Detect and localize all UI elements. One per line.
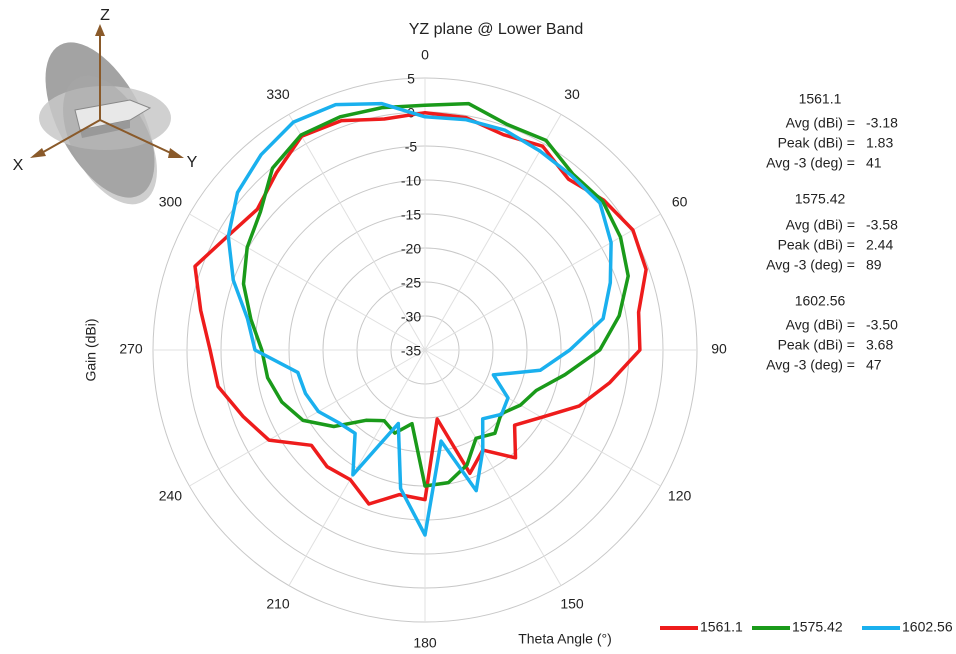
y-axis-title: Gain (dBi) (83, 318, 99, 381)
r-tick-label: -5 (405, 139, 418, 155)
stats-value: 89 (866, 257, 882, 273)
stats-label: Avg -3 (deg) = (766, 155, 855, 171)
stats-label: Peak (dBi) = (778, 337, 855, 353)
angle-label: 0 (421, 47, 429, 63)
angle-label: 150 (560, 595, 584, 611)
r-tick-label: -10 (401, 173, 421, 189)
angle-label: 180 (413, 635, 437, 651)
stats-value: 47 (866, 357, 882, 373)
orientation-icon (30, 24, 184, 205)
grid-spoke (424, 349, 562, 586)
axis-label-z: Z (100, 7, 110, 24)
grid-spoke (189, 213, 426, 351)
grid-spoke (189, 349, 426, 487)
axis-label-x: X (13, 157, 24, 174)
stats-value: 41 (866, 155, 882, 171)
stats-label: Avg (dBi) = (786, 217, 855, 233)
stats-value: 1.83 (866, 135, 893, 151)
stats-label: Avg (dBi) = (786, 317, 855, 333)
angle-label: 210 (266, 595, 290, 611)
stats-label: Peak (dBi) = (778, 237, 855, 253)
stats-title: 1602.56 (795, 293, 846, 309)
stats-value: -3.18 (866, 115, 898, 131)
stats-value: -3.58 (866, 217, 898, 233)
stats-value: -3.50 (866, 317, 898, 333)
axis-label-y: Y (187, 154, 198, 171)
angle-label: 300 (159, 194, 183, 210)
legend-label: 1602.56 (902, 619, 953, 635)
legend-label: 1575.42 (792, 619, 843, 635)
angle-label: 120 (668, 488, 692, 504)
legend-label: 1561.1 (700, 619, 743, 635)
angle-label: 90 (711, 341, 727, 357)
angle-label: 240 (159, 488, 183, 504)
grid-spoke (288, 114, 426, 351)
angle-label: 270 (119, 341, 143, 357)
angle-label: 30 (564, 86, 580, 102)
stats-value: 3.68 (866, 337, 893, 353)
r-tick-label: -25 (401, 275, 421, 291)
r-tick-label: -20 (401, 241, 421, 257)
stats-value: 2.44 (866, 237, 893, 253)
r-tick-label: 5 (407, 71, 415, 87)
angle-label: 60 (672, 194, 688, 210)
r-tick-label: -15 (401, 207, 421, 223)
stats-label: Peak (dBi) = (778, 135, 855, 151)
stats-title: 1575.42 (795, 191, 846, 207)
r-tick-label: -35 (401, 343, 421, 359)
x-axis-title: Theta Angle (°) (518, 631, 612, 647)
grid-spoke (424, 114, 562, 351)
stats-label: Avg -3 (deg) = (766, 357, 855, 373)
chart-title: YZ plane @ Lower Band (409, 21, 584, 38)
series-line (226, 101, 613, 537)
stats-label: Avg (dBi) = (786, 115, 855, 131)
angle-label: 330 (266, 86, 290, 102)
r-tick-label: -30 (401, 309, 421, 325)
stats-label: Avg -3 (deg) = (766, 257, 855, 273)
series-line (241, 101, 630, 488)
stats-title: 1561.1 (799, 91, 842, 107)
